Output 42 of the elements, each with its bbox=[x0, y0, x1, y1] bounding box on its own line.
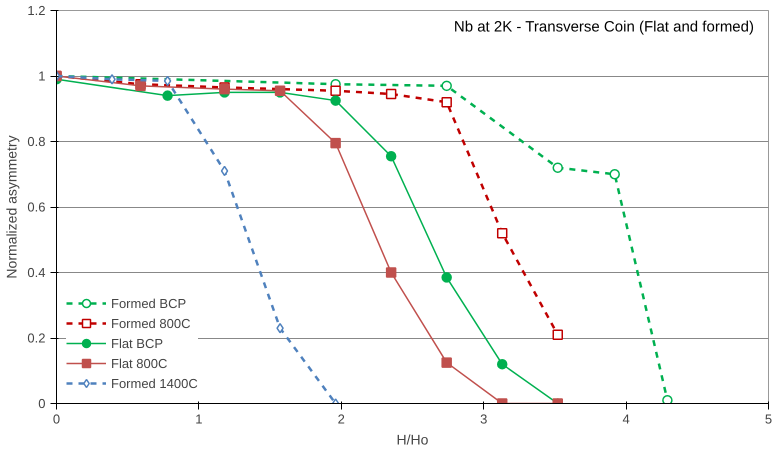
y-tick-label: 0.6 bbox=[27, 200, 46, 214]
x-axis-title: H/Ho bbox=[396, 432, 429, 448]
x-tick-label: 0 bbox=[52, 412, 60, 426]
x-tick-label: 4 bbox=[622, 412, 630, 426]
point bbox=[496, 358, 508, 370]
point bbox=[162, 90, 173, 101]
x-tick-label: 1 bbox=[195, 412, 203, 426]
legend-label: Flat 800C bbox=[111, 356, 168, 370]
point bbox=[330, 95, 341, 106]
point bbox=[386, 150, 396, 162]
point bbox=[552, 329, 563, 340]
y-tick-label: 0 bbox=[38, 396, 46, 411]
point bbox=[108, 74, 116, 85]
x-tick-label: 5 bbox=[764, 412, 772, 426]
point bbox=[220, 166, 228, 176]
point bbox=[164, 76, 172, 86]
x-tick-label: 2 bbox=[338, 412, 345, 426]
point bbox=[441, 96, 452, 108]
legend-label: Formed 1400C bbox=[111, 376, 198, 390]
point bbox=[441, 357, 452, 368]
y-tick-label: 1 bbox=[38, 68, 46, 84]
x-tick-label: 3 bbox=[480, 412, 488, 426]
legend-label: Formed 800C bbox=[111, 316, 190, 330]
y-tick-label: 0.2 bbox=[27, 330, 46, 346]
point bbox=[386, 88, 396, 100]
point bbox=[441, 80, 452, 92]
y-tick-label: 0.8 bbox=[27, 134, 46, 149]
point bbox=[330, 85, 341, 96]
legend-label: Formed BCP bbox=[111, 296, 186, 310]
point bbox=[441, 272, 452, 283]
point bbox=[386, 267, 396, 278]
y-tick-label: 1.2 bbox=[27, 3, 46, 18]
point bbox=[662, 394, 673, 404]
text: Nb at 2K - Transverse Coin (Flat and formed) bbox=[454, 18, 754, 36]
point bbox=[330, 138, 341, 148]
point bbox=[609, 169, 620, 180]
point bbox=[496, 228, 508, 238]
point bbox=[276, 322, 284, 334]
legend-label: Flat BCP bbox=[111, 336, 164, 350]
y-axis-title: Normalized asymmetry bbox=[3, 135, 20, 279]
y-tick-label: 0.4 bbox=[27, 265, 46, 280]
point bbox=[552, 162, 563, 173]
